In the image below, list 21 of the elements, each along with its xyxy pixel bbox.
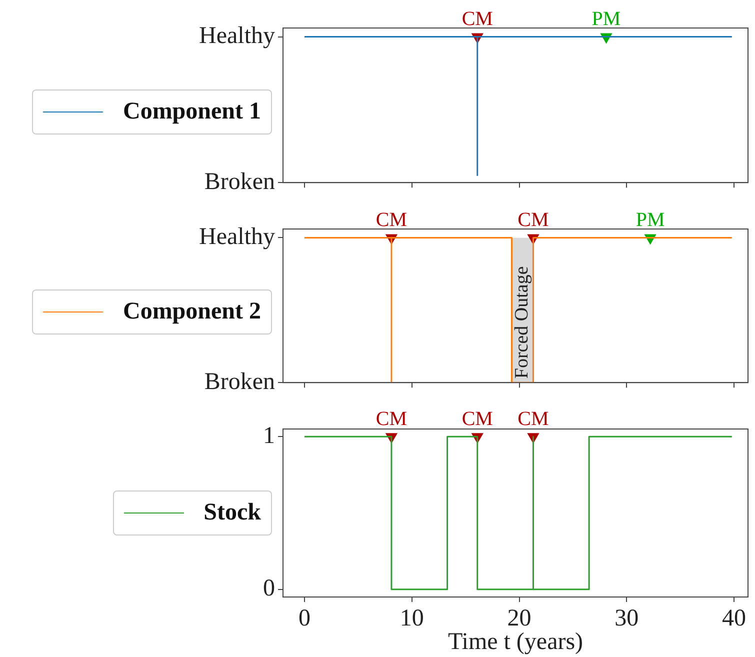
series-label: PM bbox=[592, 8, 621, 30]
text: CM bbox=[462, 408, 493, 430]
category-label: Healthy bbox=[199, 23, 275, 50]
x-tick-label: 30 bbox=[614, 606, 639, 632]
series-label: PM bbox=[636, 208, 665, 231]
legend-label: Component 2 bbox=[122, 298, 261, 326]
x-tick-label: 10 bbox=[400, 606, 424, 632]
x-tick-label: 0 bbox=[298, 606, 310, 632]
band-label: Forced Outage bbox=[511, 266, 532, 379]
y-tick-label: 1 bbox=[263, 422, 275, 449]
series-label: CM bbox=[462, 8, 494, 30]
category-label: Broken bbox=[204, 168, 275, 195]
category-label: Broken bbox=[204, 368, 275, 395]
category-label: Healthy bbox=[199, 224, 275, 250]
series-label: CM bbox=[376, 408, 408, 430]
legend-label: Stock bbox=[204, 500, 261, 526]
text: CM bbox=[518, 408, 549, 430]
series-label: CM bbox=[376, 208, 408, 231]
legend-label: Component 1 bbox=[122, 98, 261, 125]
x-tick-label: 40 bbox=[722, 606, 746, 632]
text: CM bbox=[518, 208, 549, 231]
